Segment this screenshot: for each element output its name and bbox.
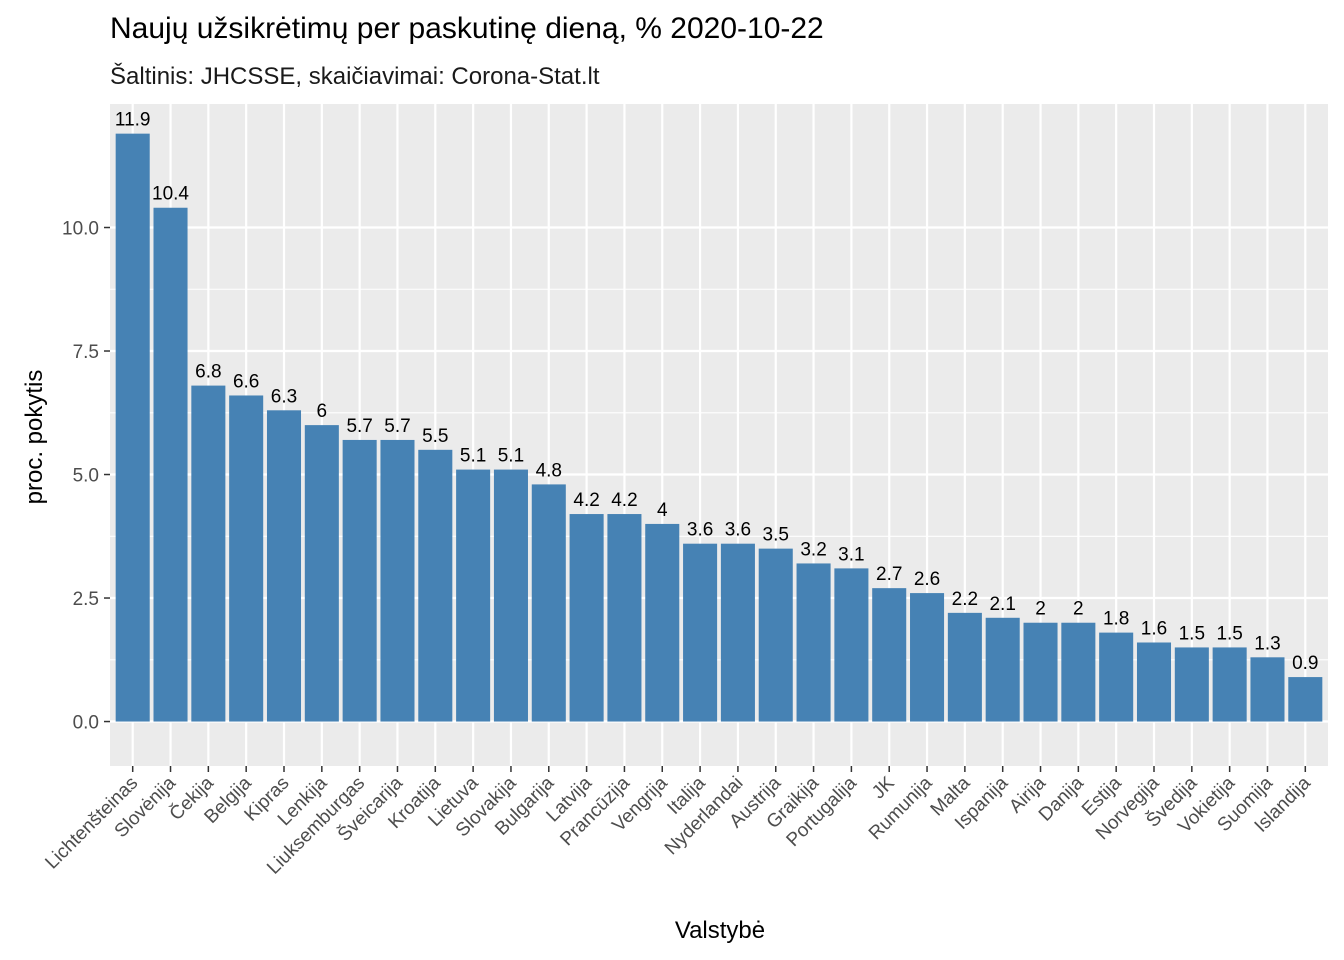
bar-value-label: 3.6 — [687, 520, 713, 541]
bar — [796, 563, 831, 722]
bar-value-label: 10.4 — [152, 184, 189, 205]
y-tick-label: 0.0 — [73, 713, 99, 734]
x-axis: LichtenšteinasSlovėnijaČekijaBelgijaKipr… — [41, 766, 1315, 879]
bar-value-label: 2.2 — [952, 589, 978, 610]
bar — [380, 439, 415, 722]
bar — [947, 612, 982, 722]
y-tick-label: 7.5 — [73, 342, 99, 363]
y-axis: 0.0 2.5 5.0 7.5 10.0 — [62, 219, 110, 734]
bar — [418, 449, 453, 722]
bar — [229, 395, 264, 722]
bar-value-label: 3.2 — [800, 539, 826, 560]
bar-value-label: 6 — [317, 401, 328, 422]
bar — [493, 469, 528, 722]
y-tick-label: 5.0 — [73, 466, 99, 487]
bar-value-label: 1.8 — [1103, 609, 1129, 630]
bar-value-label: 5.5 — [422, 426, 448, 447]
bar-value-label: 11.9 — [115, 110, 151, 131]
bar-value-labels: 11.9 10.4 6.8 6.6 6.3 6 5.7 5.7 5.5 5.1 5.1 4.8 4.2 4… — [115, 110, 1319, 674]
bar — [531, 484, 566, 722]
bars — [115, 133, 1323, 722]
bar-value-label: 3.6 — [725, 520, 751, 541]
y-tick-label: 2.5 — [73, 589, 99, 610]
bar-value-label: 1.6 — [1141, 618, 1167, 639]
bar — [683, 543, 718, 722]
bar — [304, 425, 339, 722]
bar — [1136, 642, 1172, 722]
bar — [456, 469, 491, 722]
bar — [645, 523, 680, 722]
bar-value-label: 6.3 — [271, 386, 297, 407]
bar — [342, 439, 377, 722]
bar-value-label: 0.9 — [1292, 653, 1318, 674]
bar-value-label: 2.7 — [876, 564, 902, 585]
bar-value-label: 4.8 — [536, 460, 562, 481]
bar-value-label: 1.5 — [1179, 623, 1205, 644]
bar-value-label: 6.8 — [195, 362, 221, 383]
x-tick-label: Danija — [1035, 772, 1088, 825]
y-tick-label: 10.0 — [62, 219, 99, 240]
chart-title: Naujų užsikrėtimų per paskutinę dieną, %… — [110, 12, 824, 45]
bar-value-label: 2 — [1073, 599, 1084, 620]
bar — [1061, 622, 1096, 722]
bar — [266, 410, 302, 722]
bar-value-label: 4 — [657, 500, 668, 521]
bar — [153, 207, 188, 722]
bar — [758, 548, 793, 722]
bar — [985, 617, 1020, 722]
bar-value-label: 3.5 — [763, 525, 789, 546]
bar — [1174, 647, 1209, 722]
bar — [115, 133, 150, 722]
bar-value-label: 4.2 — [611, 490, 637, 511]
bar — [1288, 677, 1323, 722]
bar-value-label: 5.7 — [384, 416, 410, 437]
bar — [910, 593, 945, 722]
bar — [569, 514, 604, 722]
bar — [607, 514, 642, 722]
x-axis-title: Valstybė — [675, 917, 765, 944]
bar — [834, 568, 869, 722]
y-axis-title: proc. pokytis — [21, 370, 48, 505]
bar-value-label: 2.6 — [914, 569, 940, 590]
bar — [191, 385, 226, 722]
bar — [1212, 647, 1247, 722]
bar — [872, 588, 907, 722]
x-tick-label: JK — [868, 772, 899, 803]
bar-value-label: 5.7 — [346, 416, 372, 437]
bar-value-label: 2 — [1035, 599, 1046, 620]
bar — [720, 543, 755, 722]
bar — [1099, 632, 1134, 722]
bar-value-label: 1.3 — [1254, 633, 1280, 654]
bar-value-label: 2.1 — [989, 594, 1015, 615]
bar-value-label: 1.5 — [1216, 623, 1242, 644]
bar-value-label: 6.6 — [233, 371, 259, 392]
chart-subtitle: Šaltinis: JHCSSE, skaičiavimai: Corona-S… — [110, 62, 600, 90]
bar-value-label: 5.1 — [460, 446, 486, 467]
bar-value-label: 5.1 — [498, 446, 524, 467]
bar — [1023, 622, 1058, 722]
bar — [1250, 657, 1285, 722]
bar-value-label: 4.2 — [573, 490, 599, 511]
bar-value-label: 3.1 — [838, 544, 864, 565]
